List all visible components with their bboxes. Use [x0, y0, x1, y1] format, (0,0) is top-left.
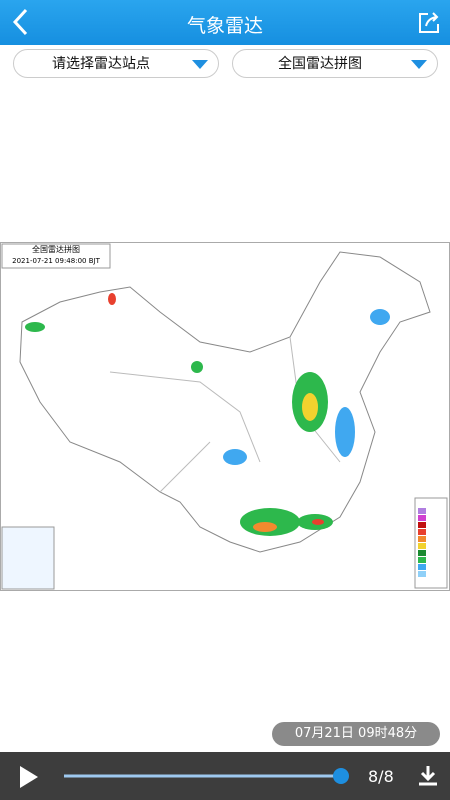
station-select-label: 请选择雷达站点 — [52, 56, 150, 72]
share-button[interactable] — [416, 10, 442, 36]
frame-time: 07月21日 09时48分 — [272, 722, 440, 746]
map-title: 全国雷达拼图 — [32, 244, 80, 254]
color-legend — [418, 508, 426, 577]
mosaic-select[interactable]: 全国雷达拼图 — [232, 49, 438, 78]
radar-map: 全国雷达拼图 2021-07-21 09:48:00 BJT — [0, 242, 450, 591]
header-bar: 气象雷达 — [0, 0, 450, 45]
station-select[interactable]: 请选择雷达站点 — [13, 49, 219, 78]
map-timestamp: 2021-07-21 09:48:00 BJT — [12, 257, 100, 265]
frame-counter: 8/8 — [368, 767, 394, 786]
radar-echoes — [25, 293, 390, 536]
header-title: 气象雷达 — [186, 15, 263, 37]
back-button[interactable] — [6, 0, 36, 45]
player-bar: 8/8 — [0, 752, 450, 800]
play-button[interactable] — [14, 762, 44, 792]
progress-slider[interactable] — [60, 766, 360, 786]
mosaic-select-label: 全国雷达拼图 — [278, 56, 362, 72]
download-button[interactable] — [416, 764, 440, 788]
